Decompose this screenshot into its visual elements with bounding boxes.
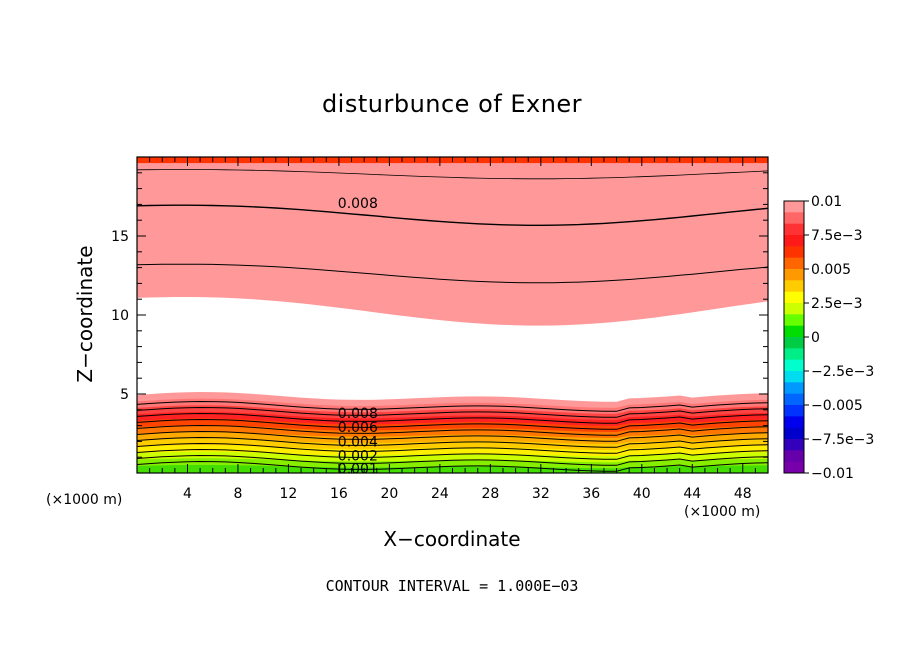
x-axis-ticks: 4 8 12 16 20 24 28 32 36 40 44 48 xyxy=(149,157,756,502)
colorbar-swatch xyxy=(784,393,804,406)
contour-line xyxy=(136,430,769,442)
colorbar-label: 0.01 xyxy=(811,194,842,210)
colorbar-swatch xyxy=(784,314,804,327)
contour-line xyxy=(136,418,769,430)
contour-label: 0.008 xyxy=(338,196,378,212)
colorbar-label: 7.5e−3 xyxy=(811,228,863,244)
colorbar-swatch xyxy=(784,348,804,361)
x-unit-right: (×1000 m) xyxy=(684,504,760,520)
y-tick-label: 10 xyxy=(111,308,129,324)
contour-line xyxy=(136,169,769,180)
x-tick-label: 12 xyxy=(280,486,298,502)
contour-line xyxy=(136,454,769,466)
contour-line xyxy=(136,406,769,418)
colorbar-swatch xyxy=(784,461,804,474)
colorbar: 0.01 7.5e−3 0.005 2.5e−3 0 −2.5e−3 −0.005 −7.5e… xyxy=(783,194,874,482)
colorbar-swatch xyxy=(784,382,804,395)
colorbar-swatch xyxy=(784,269,804,281)
x-tick-label: 28 xyxy=(481,486,499,502)
colorbar-swatch xyxy=(784,280,804,293)
y-axis-label: Z−coordinate xyxy=(73,245,97,382)
x-tick-label: 8 xyxy=(233,486,242,502)
x-tick-label: 4 xyxy=(183,486,192,502)
colorbar-swatch xyxy=(784,201,804,213)
x-tick-label: 20 xyxy=(380,486,398,502)
contour-label: 0.004 xyxy=(338,434,378,450)
colorbar-swatch xyxy=(784,257,804,270)
y-tick-label: 5 xyxy=(120,387,129,403)
upper-contour-fills xyxy=(137,157,768,326)
contour-line xyxy=(136,448,769,460)
colorbar-swatch xyxy=(784,246,804,259)
x-tick-label: 32 xyxy=(532,486,550,502)
x-unit-left: (×1000 m) xyxy=(46,492,122,508)
x-tick-label: 40 xyxy=(633,486,651,502)
colorbar-label: 0.005 xyxy=(811,262,851,278)
contour-line xyxy=(136,460,769,472)
contour-line xyxy=(136,204,769,227)
colorbar-swatch xyxy=(784,416,804,429)
y-tick-label: 15 xyxy=(111,229,129,245)
contour-line xyxy=(136,263,769,284)
contour-interval-note: CONTOUR INTERVAL = 1.000E−03 xyxy=(326,577,579,595)
colorbar-swatch xyxy=(784,235,804,247)
contour-label: 0.002 xyxy=(338,449,378,465)
upper-band-fill xyxy=(137,163,768,326)
chart-title: disturbunce of Exner xyxy=(322,90,582,118)
colorbar-swatch xyxy=(784,223,804,236)
colorbar-swatch xyxy=(784,212,804,225)
x-tick-label: 16 xyxy=(330,486,348,502)
colorbar-swatch xyxy=(784,303,804,315)
contour-label: 0.006 xyxy=(338,420,378,436)
contour-label: 0.008 xyxy=(338,406,378,422)
contour-label: 0.001 xyxy=(338,461,378,477)
colorbar-swatch xyxy=(784,291,804,304)
contour-line xyxy=(136,412,769,424)
contour-line xyxy=(136,436,769,448)
x-tick-label: 36 xyxy=(582,486,600,502)
colorbar-label: 0 xyxy=(811,330,820,346)
contour-line xyxy=(136,400,769,412)
x-tick-label: 44 xyxy=(683,486,701,502)
colorbar-swatch xyxy=(784,427,804,440)
colorbar-swatch xyxy=(784,371,804,383)
colorbar-swatch xyxy=(784,439,804,451)
colorbar-swatch xyxy=(784,450,804,463)
contour-line xyxy=(136,442,769,454)
colorbar-label: −2.5e−3 xyxy=(811,364,874,380)
colorbar-swatch xyxy=(784,359,804,372)
colorbar-label: −7.5e−3 xyxy=(811,432,874,448)
colorbar-swatch xyxy=(784,325,804,338)
colorbar-swatch xyxy=(784,405,804,417)
contour-line xyxy=(136,424,769,436)
colorbar-label: −0.005 xyxy=(811,398,863,414)
x-tick-label: 24 xyxy=(431,486,449,502)
colorbar-label: −0.01 xyxy=(811,466,854,482)
x-tick-label: 48 xyxy=(734,486,752,502)
contour-lines xyxy=(136,169,769,472)
colorbar-label: 2.5e−3 xyxy=(811,296,863,312)
y-axis-ticks: 5 10 15 xyxy=(111,172,768,458)
x-axis-label: X−coordinate xyxy=(383,527,520,551)
colorbar-swatch xyxy=(784,337,804,349)
